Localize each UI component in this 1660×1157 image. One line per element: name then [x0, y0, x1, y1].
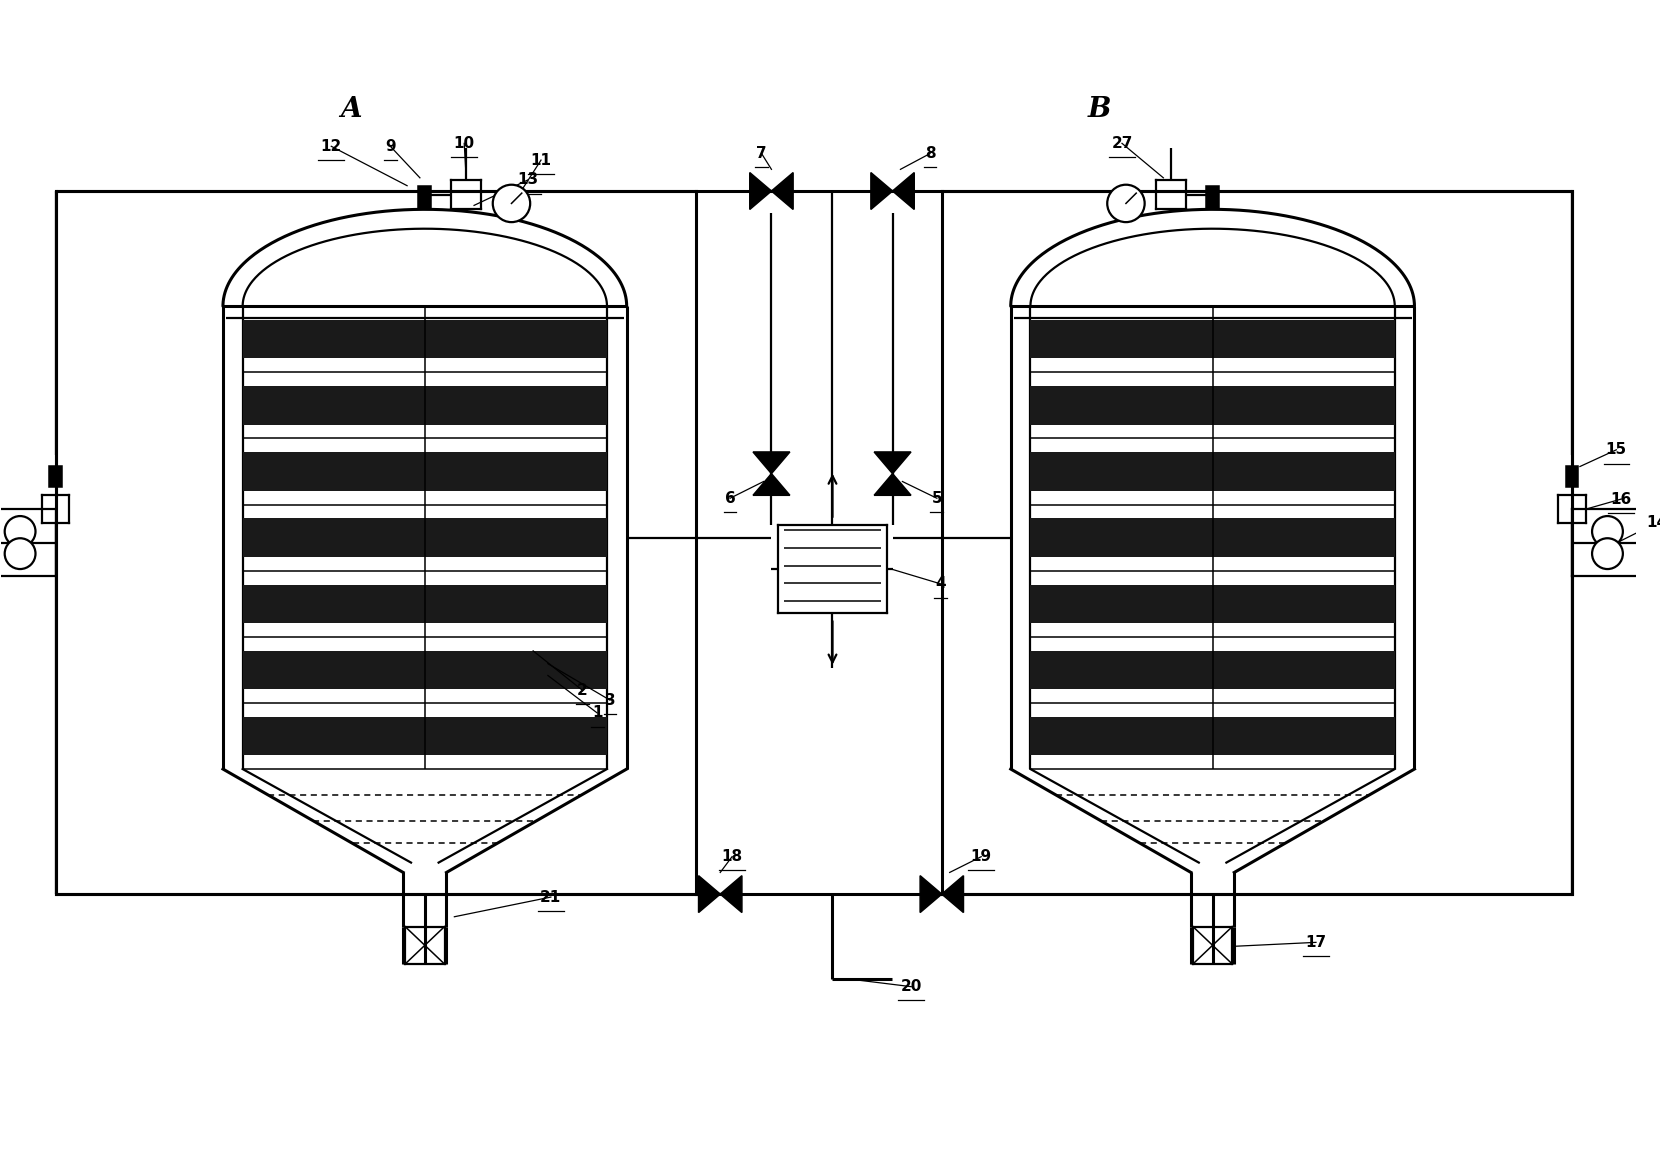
- Polygon shape: [772, 172, 793, 209]
- Bar: [1031, 584, 1394, 622]
- Text: 6: 6: [725, 491, 735, 506]
- Polygon shape: [920, 876, 941, 913]
- Bar: [1031, 320, 1394, 359]
- Text: 19: 19: [971, 849, 991, 864]
- Circle shape: [5, 538, 35, 569]
- Text: B: B: [1087, 96, 1111, 123]
- Text: 18: 18: [722, 849, 742, 864]
- Text: A: A: [340, 96, 362, 123]
- Text: 14: 14: [1647, 515, 1660, 530]
- Bar: [1031, 518, 1394, 557]
- Polygon shape: [941, 876, 963, 913]
- Text: 10: 10: [453, 135, 475, 150]
- Bar: [242, 320, 608, 359]
- Polygon shape: [750, 172, 772, 209]
- Text: 13: 13: [518, 172, 540, 187]
- Bar: [418, 185, 432, 209]
- Polygon shape: [720, 876, 742, 913]
- Text: 21: 21: [540, 890, 561, 905]
- Polygon shape: [875, 473, 911, 495]
- Bar: [50, 465, 61, 487]
- Circle shape: [493, 185, 530, 222]
- Text: 17: 17: [1305, 935, 1326, 950]
- Text: 20: 20: [901, 979, 921, 994]
- Polygon shape: [872, 172, 893, 209]
- Bar: [1031, 650, 1394, 690]
- Bar: [242, 518, 608, 557]
- Circle shape: [5, 516, 35, 547]
- Text: 2: 2: [578, 683, 588, 698]
- Circle shape: [1107, 185, 1145, 222]
- Bar: [1031, 452, 1394, 491]
- Circle shape: [1592, 538, 1623, 569]
- Bar: [242, 386, 608, 425]
- Text: 4: 4: [936, 576, 946, 591]
- Circle shape: [1592, 516, 1623, 547]
- Text: 16: 16: [1610, 492, 1632, 507]
- Polygon shape: [754, 452, 790, 473]
- Polygon shape: [699, 876, 720, 913]
- Polygon shape: [893, 172, 915, 209]
- Text: 1: 1: [593, 706, 603, 721]
- Polygon shape: [875, 452, 911, 473]
- Bar: [242, 452, 608, 491]
- Text: 9: 9: [385, 139, 395, 154]
- Text: 15: 15: [1605, 442, 1627, 457]
- Bar: [242, 584, 608, 622]
- Bar: [242, 650, 608, 690]
- Text: 7: 7: [757, 146, 767, 161]
- Text: 3: 3: [604, 693, 616, 708]
- Text: 5: 5: [931, 491, 943, 506]
- Polygon shape: [754, 473, 790, 495]
- Text: 27: 27: [1111, 135, 1132, 150]
- Bar: [1565, 465, 1579, 487]
- Bar: [1207, 185, 1218, 209]
- Bar: [242, 717, 608, 756]
- Text: 8: 8: [925, 146, 935, 161]
- Bar: [1031, 717, 1394, 756]
- Text: 11: 11: [531, 153, 551, 168]
- Bar: [1031, 386, 1394, 425]
- Text: 12: 12: [320, 139, 342, 154]
